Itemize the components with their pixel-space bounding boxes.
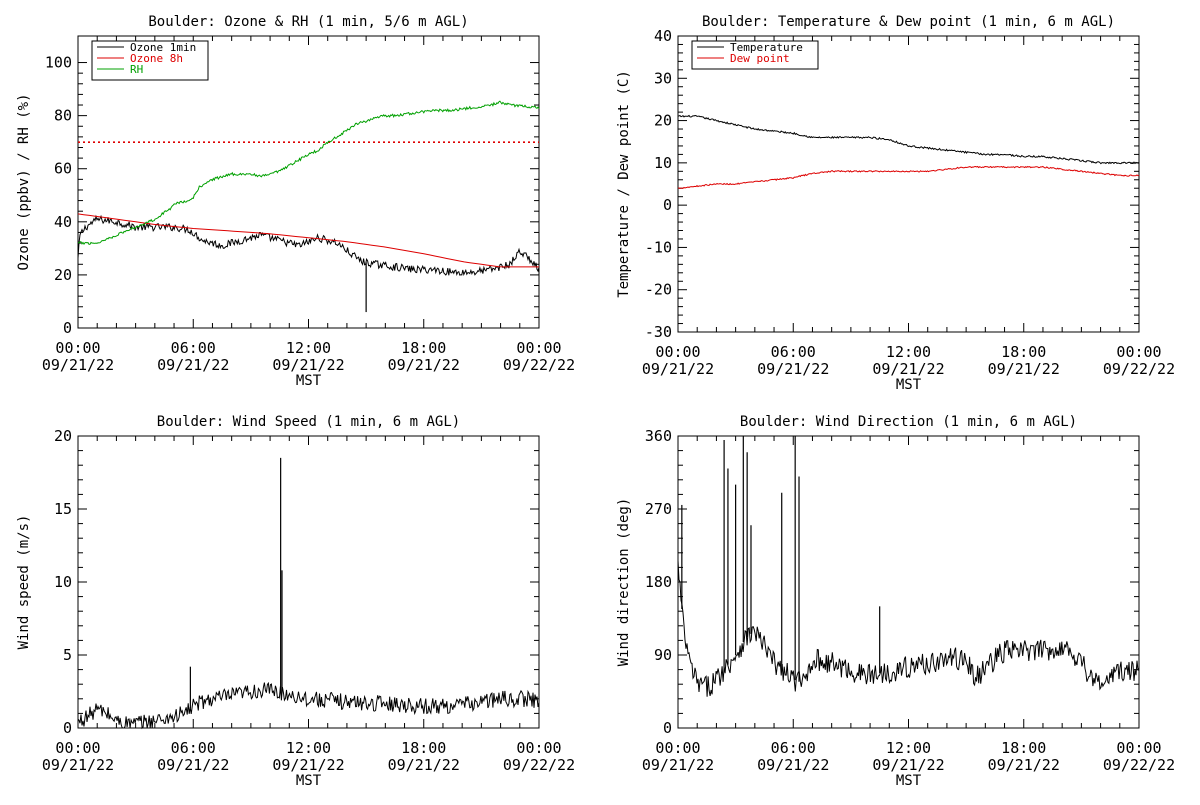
y-tick-label: 15 [54, 500, 72, 518]
x-axis-label: MST [296, 773, 322, 789]
x-tick-time-label: 06:00 [771, 739, 816, 757]
panel-wind_speed: Boulder: Wind Speed (1 min, 6 m AGL) 0 5 10… [16, 414, 575, 789]
series-line-temperature [677, 114, 1140, 165]
panel-ozone_rh: Boulder: Ozone & RH (1 min, 5/6 m AGL) 0 2… [16, 14, 575, 389]
x-tick-date-label: 09/21/22 [757, 360, 829, 378]
x-tick-time-label: 12:00 [286, 739, 331, 757]
x-tick-date-label: 09/21/22 [988, 756, 1060, 774]
y-tick-label: 80 [54, 107, 72, 125]
x-axis-label: MST [296, 373, 322, 389]
y-tick-label: 10 [654, 154, 672, 172]
y-tick-label: 0 [663, 719, 672, 737]
x-tick-date-label: 09/21/22 [272, 756, 344, 774]
x-tick-time-label: 06:00 [171, 739, 216, 757]
x-tick-date-label: 09/21/22 [42, 356, 114, 374]
x-tick-time-label: 00:00 [55, 339, 100, 357]
x-tick-date-label: 09/21/22 [157, 356, 229, 374]
x-axis-label: MST [896, 773, 922, 789]
y-axis-label: Ozone (ppbv) / RH (%) [16, 93, 32, 270]
y-axis-label: Temperature / Dew point (C) [616, 70, 632, 298]
x-tick-date-label: 09/21/22 [157, 756, 229, 774]
x-tick-time-label: 00:00 [516, 739, 561, 757]
series-line-wind_speed [77, 681, 540, 730]
x-tick-date-label: 09/21/22 [42, 756, 114, 774]
y-tick-label: -20 [645, 281, 672, 299]
x-tick-time-label: 18:00 [401, 739, 446, 757]
x-tick-time-label: 18:00 [1001, 739, 1046, 757]
x-tick-date-label: 09/21/22 [872, 360, 944, 378]
legend-entry: Temperature [730, 41, 803, 54]
x-tick-date-label: 09/21/22 [388, 756, 460, 774]
x-tick-time-label: 12:00 [886, 343, 931, 361]
x-tick-time-label: 12:00 [286, 339, 331, 357]
x-tick-time-label: 00:00 [55, 739, 100, 757]
x-tick-time-label: 06:00 [771, 343, 816, 361]
y-tick-label: 30 [654, 69, 672, 87]
x-tick-time-label: 00:00 [1116, 739, 1161, 757]
x-tick-time-label: 00:00 [516, 339, 561, 357]
x-tick-date-label: 09/22/22 [1103, 756, 1175, 774]
y-tick-label: 100 [45, 54, 72, 72]
y-tick-label: 40 [654, 27, 672, 45]
y-axis-label: Wind direction (deg) [616, 498, 632, 667]
x-tick-date-label: 09/22/22 [503, 756, 575, 774]
x-tick-date-label: 09/21/22 [642, 756, 714, 774]
plot-frame [77, 435, 540, 729]
y-tick-label: 360 [645, 427, 672, 445]
x-tick-date-label: 09/21/22 [757, 756, 829, 774]
y-tick-label: -10 [645, 238, 672, 256]
legend-entry: RH [130, 63, 143, 76]
panel-wind_dir: Boulder: Wind Direction (1 min, 6 m AGL)… [616, 414, 1175, 789]
x-tick-time-label: 00:00 [1116, 343, 1161, 361]
y-tick-label: 20 [654, 112, 672, 130]
x-tick-time-label: 12:00 [886, 739, 931, 757]
y-tick-label: 90 [654, 646, 672, 664]
chart-title: Boulder: Ozone & RH (1 min, 5/6 m AGL) [148, 14, 468, 30]
y-tick-label: -30 [645, 323, 672, 341]
x-tick-time-label: 00:00 [655, 343, 700, 361]
y-tick-label: 40 [54, 213, 72, 231]
series-line-ozone-8h [77, 213, 539, 268]
legend-box [691, 40, 819, 70]
series-line-wind_dir [677, 560, 1140, 697]
y-tick-label: 180 [645, 573, 672, 591]
chart-title: Boulder: Temperature & Dew point (1 min,… [702, 14, 1115, 30]
x-axis-label: MST [896, 377, 922, 393]
x-tick-date-label: 09/21/22 [642, 360, 714, 378]
y-tick-label: 20 [54, 266, 72, 284]
x-tick-time-label: 00:00 [655, 739, 700, 757]
y-tick-label: 0 [663, 196, 672, 214]
x-tick-date-label: 09/22/22 [1103, 360, 1175, 378]
x-tick-date-label: 09/21/22 [272, 356, 344, 374]
panel-temp_dew: Boulder: Temperature & Dew point (1 min,… [616, 14, 1175, 393]
series-line-rh [77, 100, 540, 245]
x-tick-date-label: 09/21/22 [988, 360, 1060, 378]
legend-entry: Dew point [730, 52, 790, 65]
legend-entry: Ozone 8h [130, 52, 183, 65]
x-tick-date-label: 09/22/22 [503, 356, 575, 374]
y-axis-label: Wind speed (m/s) [16, 515, 32, 650]
x-tick-time-label: 18:00 [401, 339, 446, 357]
x-tick-time-label: 06:00 [171, 339, 216, 357]
y-tick-label: 0 [63, 719, 72, 737]
y-tick-label: 20 [54, 427, 72, 445]
x-tick-time-label: 18:00 [1001, 343, 1046, 361]
y-tick-label: 0 [63, 319, 72, 337]
x-tick-date-label: 09/21/22 [872, 756, 944, 774]
y-tick-label: 10 [54, 573, 72, 591]
plot-frame [677, 35, 1140, 333]
chart-title: Boulder: Wind Speed (1 min, 6 m AGL) [157, 414, 460, 430]
legend-entry: Ozone 1min [130, 41, 196, 54]
y-tick-label: 5 [63, 646, 72, 664]
y-tick-label: 60 [54, 160, 72, 178]
x-tick-date-label: 09/21/22 [388, 356, 460, 374]
series-line-ozone-1min [77, 214, 540, 277]
y-tick-label: 270 [645, 500, 672, 518]
series-line-dew-point [678, 165, 1140, 189]
chart-title: Boulder: Wind Direction (1 min, 6 m AGL) [740, 414, 1077, 430]
